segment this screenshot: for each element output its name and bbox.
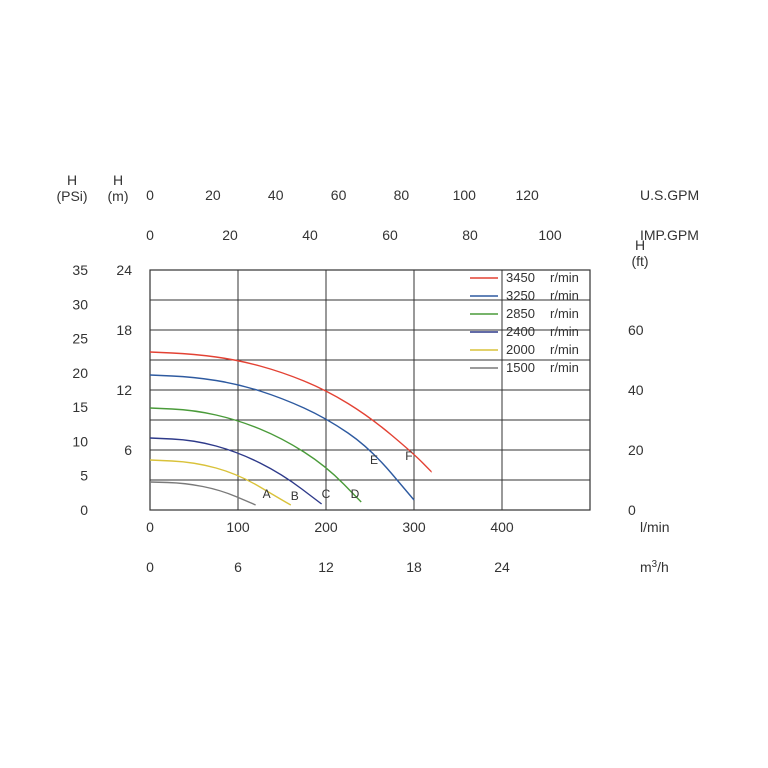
legend-label: 2000 — [506, 342, 535, 357]
y-m-tick: 12 — [116, 382, 132, 398]
y-psi-tick: 15 — [72, 399, 88, 415]
x-impgpm-tick: 40 — [302, 227, 318, 243]
x-lmin-tick: 400 — [490, 519, 514, 535]
x-usgpm-tick: 40 — [268, 187, 284, 203]
x-impgpm-tick: 20 — [222, 227, 238, 243]
legend-label: 3250 — [506, 288, 535, 303]
y-psi-tick: 20 — [72, 365, 88, 381]
y-m-tick: 24 — [116, 262, 132, 278]
x-lmin-label: l/min — [640, 519, 670, 535]
curve-tag-E: E — [370, 453, 378, 467]
x-lmin-tick: 0 — [146, 519, 154, 535]
y-psi-tick: 30 — [72, 296, 88, 312]
x-usgpm-tick: 20 — [205, 187, 221, 203]
legend-unit: r/min — [550, 306, 579, 321]
x-lmin-tick: 200 — [314, 519, 338, 535]
x-m3h-tick: 24 — [494, 559, 510, 575]
y-m-tick: 6 — [124, 442, 132, 458]
x-usgpm-tick: 60 — [331, 187, 347, 203]
curve-tag-D: D — [351, 487, 360, 501]
y-ft-tick: 40 — [628, 382, 644, 398]
x-usgpm-tick: 80 — [394, 187, 410, 203]
x-usgpm-tick: 100 — [453, 187, 477, 203]
legend-label: 3450 — [506, 270, 535, 285]
x-m3h-tick: 12 — [318, 559, 334, 575]
x-lmin-tick: 100 — [226, 519, 250, 535]
y-m-tick: 18 — [116, 322, 132, 338]
x-m3h-tick: 0 — [146, 559, 154, 575]
x-m3h-tick: 18 — [406, 559, 422, 575]
x-usgpm-label: U.S.GPM — [640, 187, 699, 203]
curve-tag-F: F — [405, 449, 412, 463]
x-impgpm-label: IMP.GPM — [640, 227, 699, 243]
legend-unit: r/min — [550, 270, 579, 285]
y-psi-tick: 35 — [72, 262, 88, 278]
legend-label: 1500 — [506, 360, 535, 375]
x-usgpm-tick: 0 — [146, 187, 154, 203]
y-ft-tick: 0 — [628, 502, 636, 518]
y-ft-tick: 60 — [628, 322, 644, 338]
y-ft-tick: 20 — [628, 442, 644, 458]
pump-curve-chart: { "plot": { "type": "line", "background_… — [0, 0, 768, 768]
curve-tag-A: A — [263, 487, 271, 501]
curve-tag-B: B — [291, 489, 299, 503]
legend-unit: r/min — [550, 342, 579, 357]
y-psi-tick: 5 — [80, 468, 88, 484]
legend-unit: r/min — [550, 360, 579, 375]
curve-tag-C: C — [322, 487, 331, 501]
x-impgpm-tick: 100 — [538, 227, 562, 243]
x-impgpm-tick: 80 — [462, 227, 478, 243]
legend-unit: r/min — [550, 324, 579, 339]
chart-svg: 6121824051015202530350204060010020030040… — [0, 0, 768, 768]
y-psi-tick: 25 — [72, 331, 88, 347]
y-psi-tick: 0 — [80, 502, 88, 518]
legend-label: 2400 — [506, 324, 535, 339]
x-m3h-tick: 6 — [234, 559, 242, 575]
legend-unit: r/min — [550, 288, 579, 303]
x-impgpm-tick: 0 — [146, 227, 154, 243]
x-lmin-tick: 300 — [402, 519, 426, 535]
legend-label: 2850 — [506, 306, 535, 321]
x-impgpm-tick: 60 — [382, 227, 398, 243]
y-psi-tick: 10 — [72, 433, 88, 449]
x-usgpm-tick: 120 — [515, 187, 539, 203]
